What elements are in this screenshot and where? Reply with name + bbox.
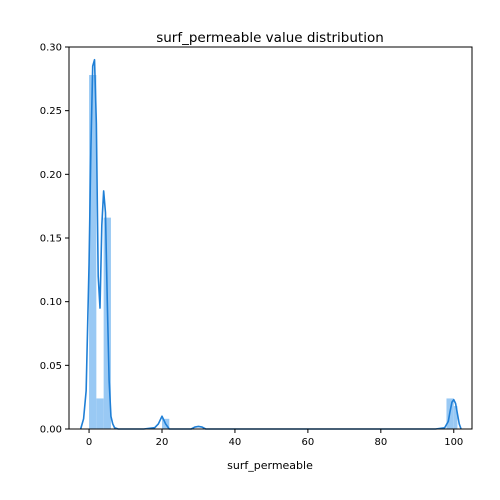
y-tick-label: 0.00: [40, 425, 62, 436]
y-tick-label: 0.05: [40, 361, 62, 372]
y-tick-label: 0.10: [40, 297, 62, 308]
histogram-bar-0: [89, 75, 97, 429]
chart-title: surf_permeable value distribution: [156, 30, 384, 46]
x-axis-label: surf_permeable: [227, 459, 313, 472]
x-tick-label: 0: [86, 437, 92, 448]
y-tick-label: 0.25: [40, 106, 62, 117]
y-axis-ticks: 0.00 0.05 0.10 0.15 0.20 0.25 0.30: [40, 43, 69, 436]
y-tick-label: 0.30: [40, 43, 62, 54]
axes-frame: [68, 46, 473, 430]
y-tick-label: 0.15: [40, 234, 62, 245]
x-tick-label: 60: [302, 437, 315, 448]
x-axis-ticks: 0 20 40 60 80 100: [86, 429, 463, 448]
kde-line: [79, 58, 462, 430]
x-tick-label: 100: [444, 437, 463, 448]
y-tick-label: 0.20: [40, 170, 62, 181]
kde-layer: [79, 58, 462, 430]
x-tick-label: 20: [156, 437, 169, 448]
histogram-bar-5: [453, 406, 458, 429]
x-tick-label: 80: [374, 437, 387, 448]
histogram-bar-1: [96, 398, 104, 429]
x-tick-label: 40: [229, 437, 242, 448]
